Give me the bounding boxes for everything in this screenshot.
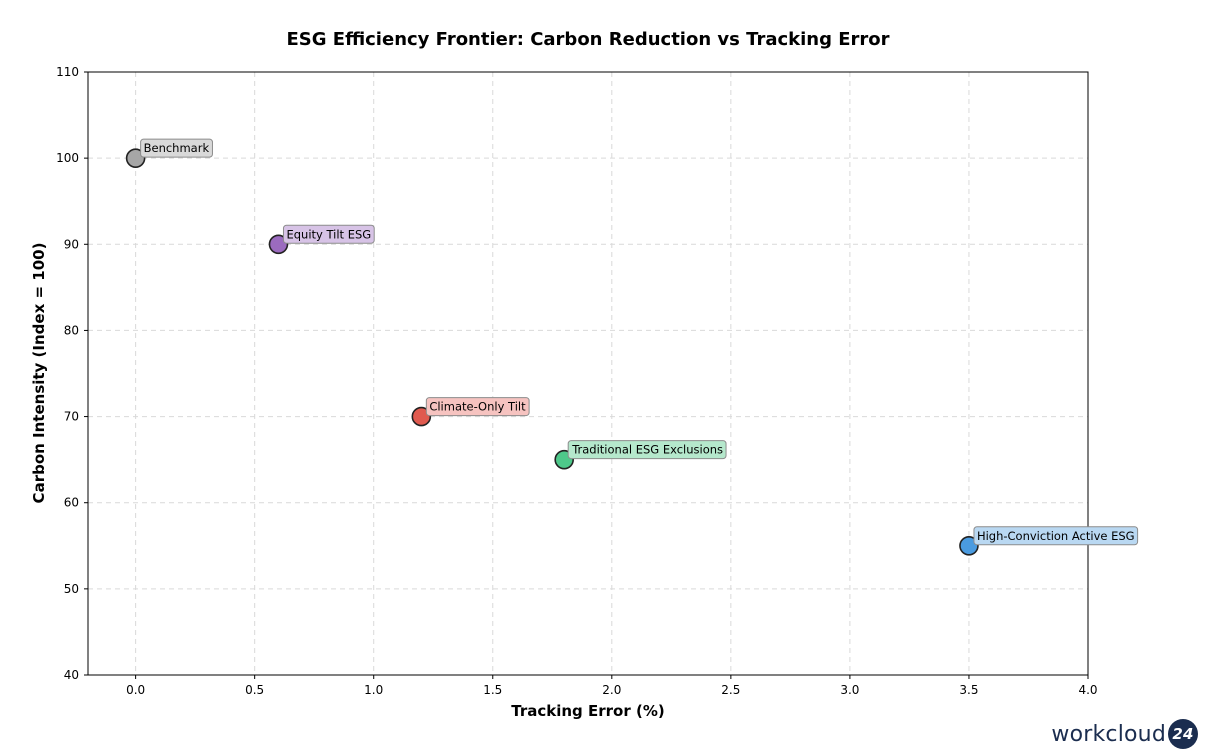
chart-title: ESG Efficiency Frontier: Carbon Reductio… (286, 29, 889, 50)
grid (88, 71, 1089, 676)
data-point-group: Equity Tilt ESG (268, 224, 375, 255)
x-tick-label: 2.5 (721, 683, 740, 697)
data-point-group: Climate-Only Tilt (411, 397, 530, 427)
data-point-label-box (140, 138, 213, 158)
y-tick-label: 110 (56, 65, 79, 79)
y-axis-label: Carbon Intensity (Index = 100) (30, 243, 48, 504)
data-point-group: High-Conviction Active ESG (959, 526, 1139, 556)
y-tick-label: 60 (64, 496, 79, 510)
x-tick-label: 1.0 (364, 683, 383, 697)
data-point-label-box (567, 440, 727, 460)
data-point-label-box (425, 397, 530, 417)
x-tick-label: 2.0 (602, 683, 621, 697)
data-point-group: Benchmark (125, 138, 213, 168)
data-point-label: Traditional ESG Exclusions (571, 443, 723, 457)
x-tick-label: 3.5 (959, 683, 978, 697)
plot-area-frame (87, 71, 1089, 676)
y-tick-label: 70 (64, 410, 79, 424)
y-tick-label: 40 (64, 668, 79, 682)
x-tick-label: 4.0 (1078, 683, 1097, 697)
y-tick-label: 50 (64, 582, 79, 596)
watermark-logo: workcloud 24 (1051, 719, 1198, 749)
data-point-label: Equity Tilt ESG (286, 227, 371, 241)
data-point-label-box (282, 224, 375, 244)
data-points: Benchmark Equity Tilt ESG Climate-Only Til… (125, 138, 1139, 556)
data-point-label: Climate-Only Tilt (429, 400, 526, 414)
x-tick-label: 0.5 (245, 683, 264, 697)
y-axis-ticks: 40 50 60 70 80 90 100 110 (56, 65, 88, 682)
x-tick-label: 1.5 (483, 683, 502, 697)
data-point-label: High-Conviction Active ESG (977, 529, 1135, 543)
x-axis-ticks: 0.0 0.5 1.0 1.5 2.0 2.5 3.0 3.5 4.0 (126, 675, 1098, 697)
x-axis-label: Tracking Error (%) (511, 702, 664, 720)
data-point-group: Traditional ESG Exclusions (554, 440, 727, 470)
watermark-text: workcloud (1051, 721, 1166, 747)
y-tick-label: 80 (64, 323, 79, 337)
x-tick-label: 3.0 (840, 683, 859, 697)
x-tick-label: 0.0 (126, 683, 145, 697)
data-point-label-box (973, 526, 1139, 546)
data-point-label: Benchmark (144, 141, 210, 155)
watermark-badge: 24 (1168, 719, 1198, 749)
y-tick-label: 100 (56, 151, 79, 165)
y-tick-label: 90 (64, 237, 79, 251)
